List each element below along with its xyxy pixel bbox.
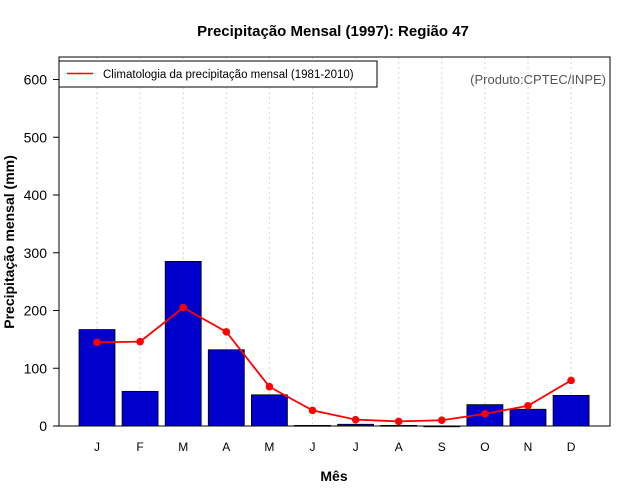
x-axis-label: Mês bbox=[320, 468, 347, 484]
x-tick-label: A bbox=[222, 440, 230, 454]
x-tick-label: A bbox=[395, 440, 403, 454]
x-tick-label: N bbox=[524, 440, 533, 454]
climatology-point bbox=[265, 382, 274, 391]
climatology-point bbox=[524, 401, 532, 410]
climatology-series bbox=[93, 303, 575, 426]
climatology-point bbox=[308, 406, 317, 415]
legend-box bbox=[58, 60, 378, 88]
legend-label: Climatologia da precipitação mensal (198… bbox=[103, 69, 354, 81]
plot-frame bbox=[58, 56, 611, 427]
climatology-point bbox=[222, 328, 231, 336]
bar bbox=[552, 394, 590, 427]
x-tick-label: M bbox=[264, 440, 274, 454]
x-tick-label: J bbox=[310, 440, 316, 454]
y-axis-label: Precipitação mensal (mm) bbox=[1, 155, 17, 329]
y-tick-label: 300 bbox=[24, 245, 48, 261]
bar bbox=[509, 408, 547, 427]
y-tick-label: 0 bbox=[39, 418, 47, 434]
x-tick-label: M bbox=[178, 440, 188, 454]
climatology-point bbox=[179, 303, 187, 312]
climatology-point bbox=[438, 416, 446, 425]
y-tick-label: 100 bbox=[24, 360, 48, 376]
x-tick-label: J bbox=[94, 440, 100, 454]
climatology-point bbox=[481, 410, 489, 418]
bar bbox=[164, 261, 202, 427]
climatology-point bbox=[93, 338, 101, 347]
y-tick-label: 400 bbox=[24, 187, 48, 203]
x-tick-label: D bbox=[567, 440, 576, 454]
x-tick-label: O bbox=[480, 440, 489, 454]
bar bbox=[121, 390, 159, 427]
grid-lines bbox=[96, 57, 572, 426]
y-tick-label: 500 bbox=[24, 129, 48, 145]
bar-series bbox=[78, 261, 590, 428]
legend: Climatologia da precipitação mensal (198… bbox=[58, 60, 378, 88]
climatology-point bbox=[394, 417, 403, 426]
climatology-point bbox=[136, 337, 144, 346]
climatology-line bbox=[96, 306, 572, 423]
bar bbox=[250, 394, 288, 427]
chart-title: Precipitação Mensal (1997): Região 47 bbox=[197, 23, 469, 40]
y-axis: 0 100 200 300 400 500 600 bbox=[24, 72, 59, 434]
x-tick-label: F bbox=[136, 440, 143, 454]
source-annotation: (Produto:CPTEC/INPE) bbox=[470, 72, 606, 87]
climatology-point bbox=[351, 415, 360, 424]
bar bbox=[207, 349, 245, 427]
climatology-point bbox=[567, 376, 575, 385]
x-tick-label: J bbox=[353, 440, 359, 454]
y-tick-label: 200 bbox=[24, 303, 48, 319]
x-tick-label: S bbox=[438, 440, 446, 454]
y-tick-label: 600 bbox=[24, 72, 48, 88]
